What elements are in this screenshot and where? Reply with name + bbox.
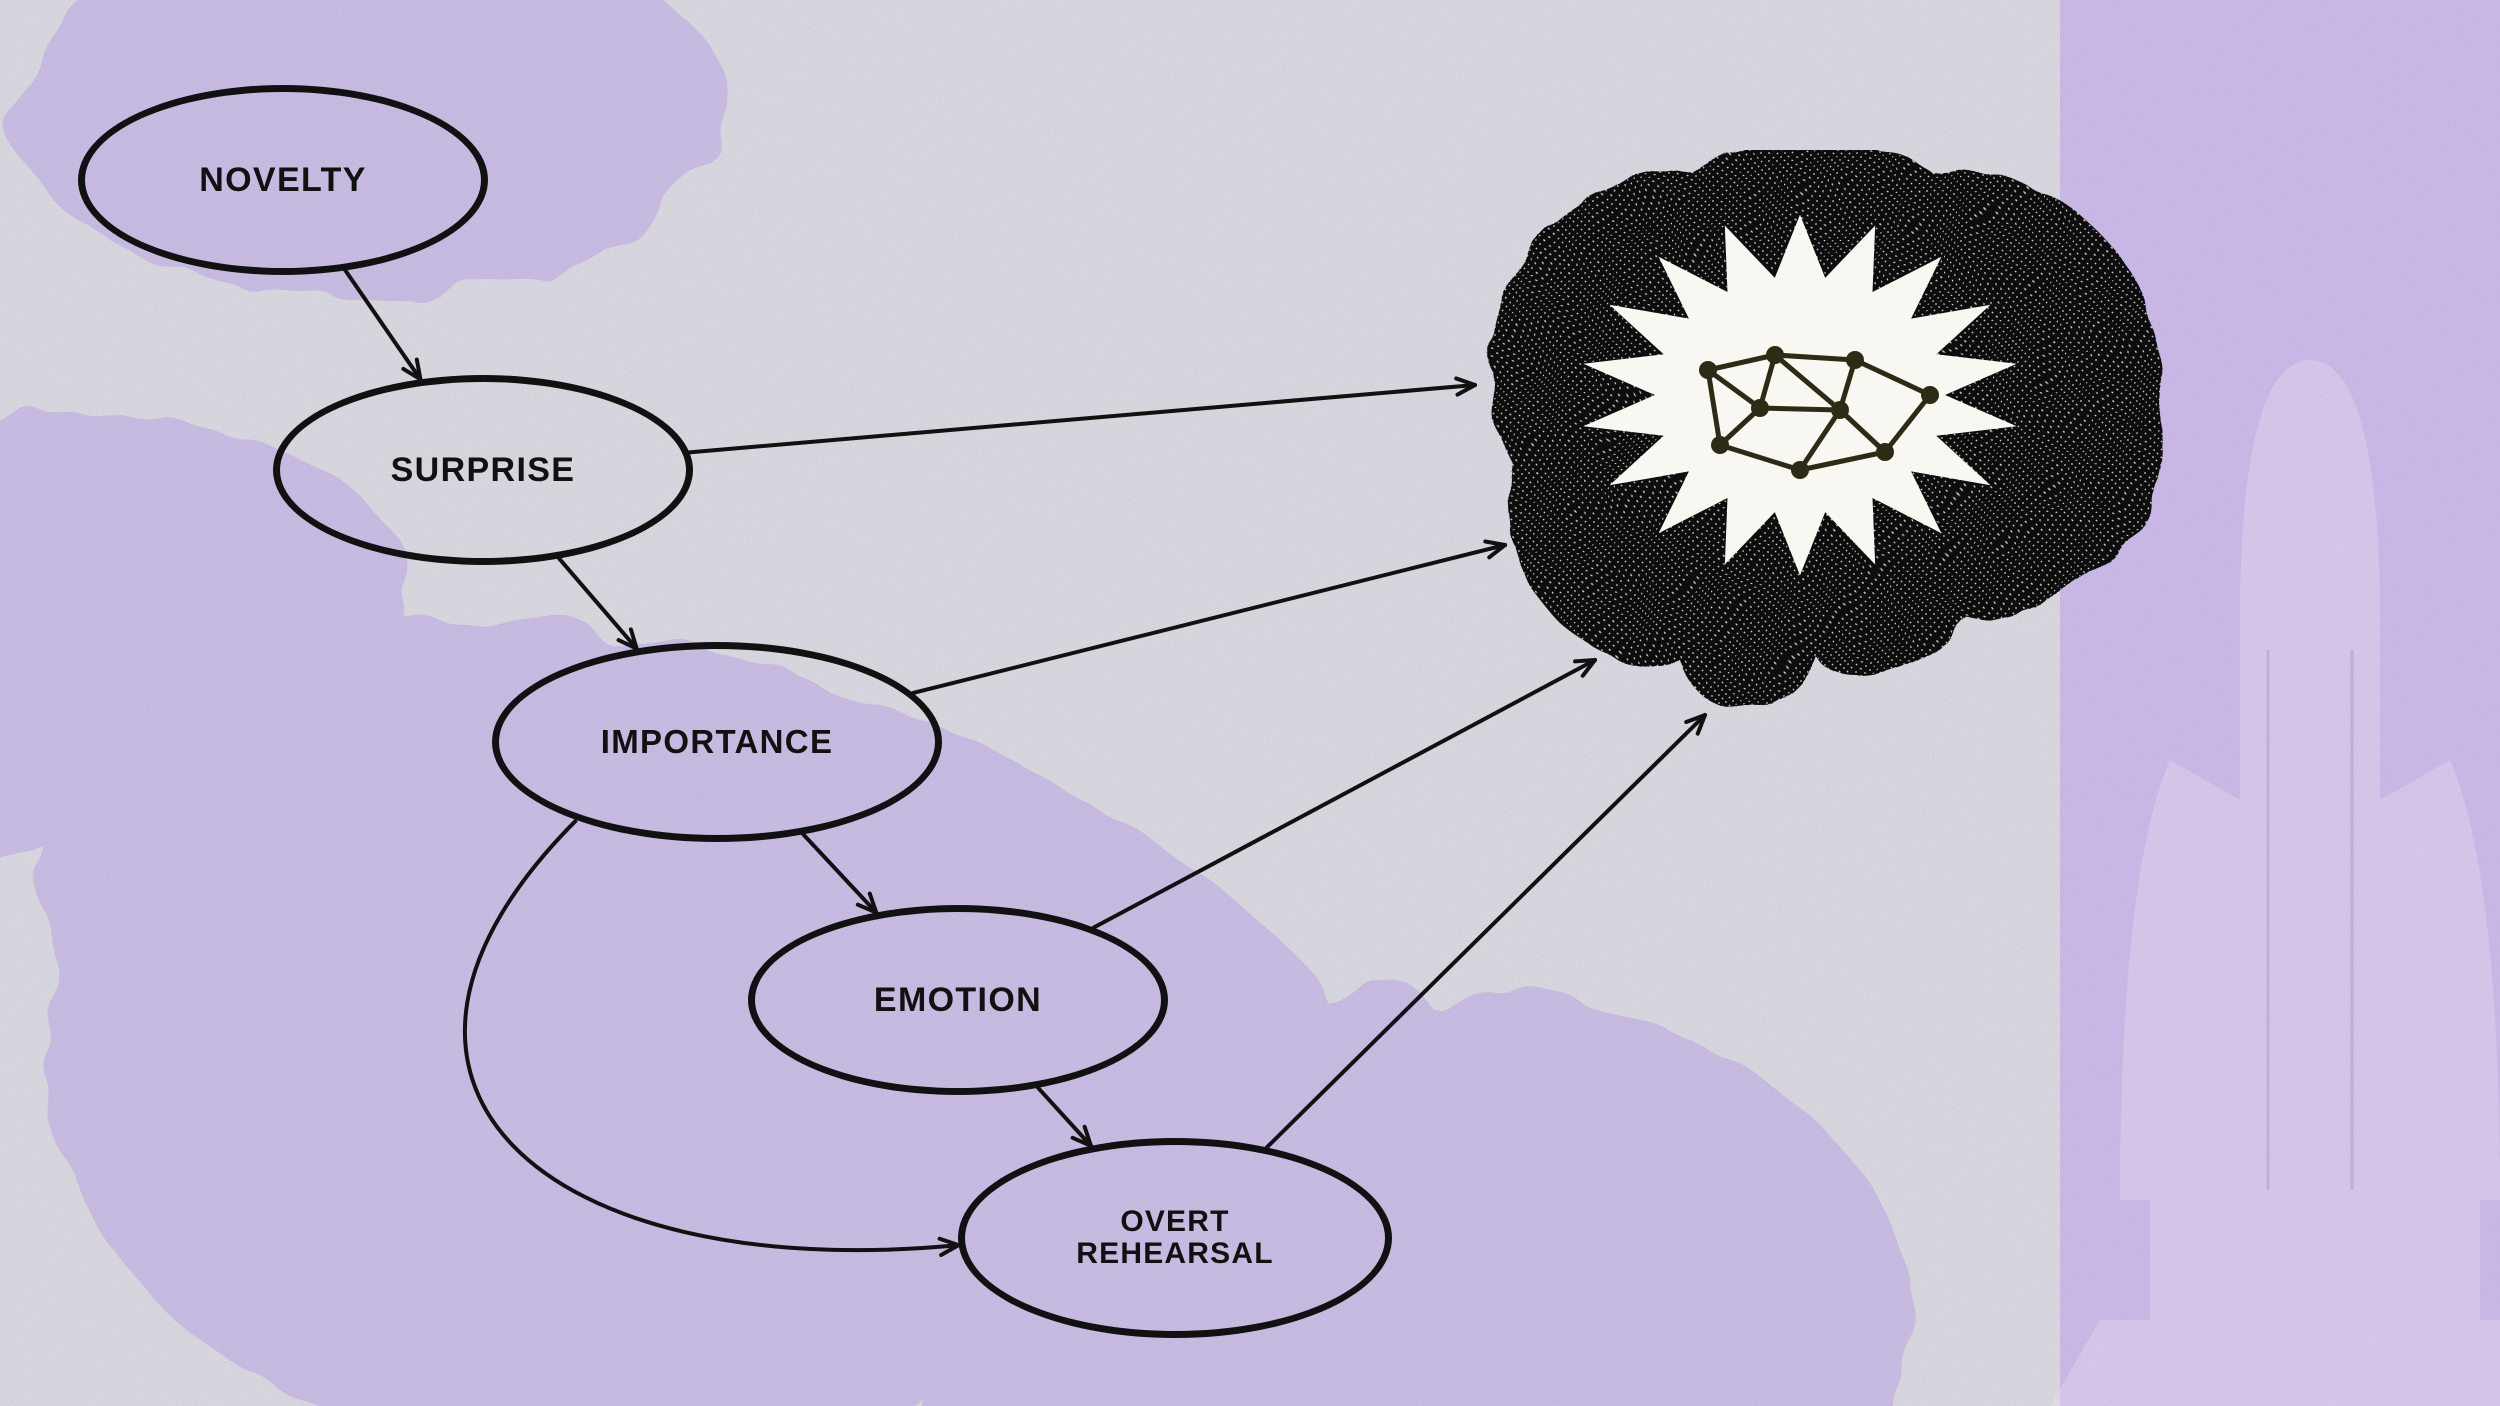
node-surprise: SURPRISE: [273, 375, 693, 565]
node-label: IMPORTANCE: [601, 724, 834, 760]
node-label: NOVELTY: [199, 162, 367, 199]
node-label: EMOTION: [874, 982, 1042, 1019]
node-importance: IMPORTANCE: [492, 642, 942, 842]
node-label: SURPRISE: [391, 452, 576, 489]
node-emotion: EMOTION: [748, 905, 1168, 1095]
brain-icon: [1450, 150, 2170, 710]
node-rehearsal: OVERT REHEARSAL: [958, 1138, 1392, 1338]
diagram-canvas: NOVELTY SURPRISE IMPORTANCE EMOTION OVERT RE…: [0, 0, 2500, 1406]
node-label: OVERT REHEARSAL: [1076, 1206, 1273, 1271]
node-novelty: NOVELTY: [78, 85, 488, 275]
brain-graphic: [1450, 150, 2170, 710]
